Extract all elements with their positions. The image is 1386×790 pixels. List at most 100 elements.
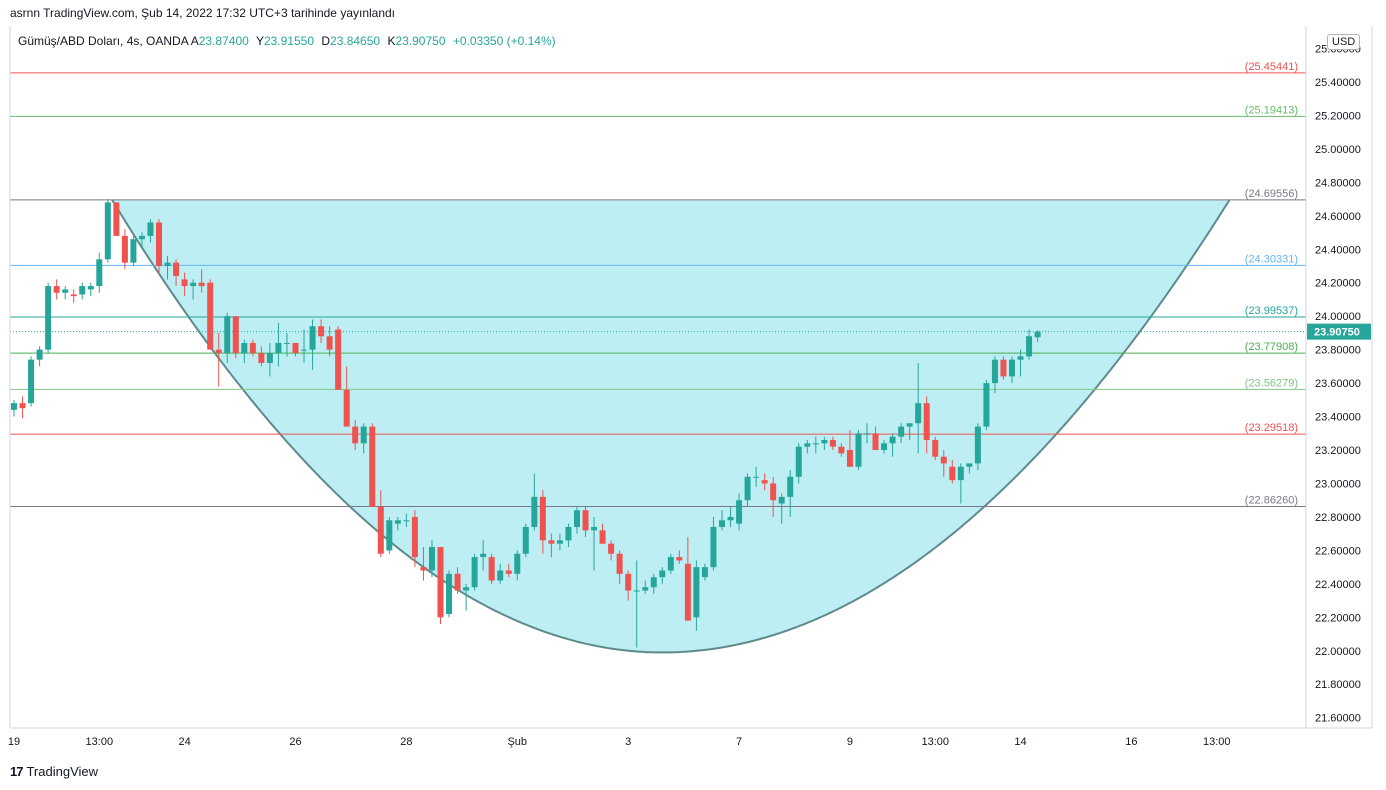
price-tick-label: 22.60000: [1315, 545, 1361, 557]
candle-body: [471, 557, 478, 588]
candle-body: [940, 456, 947, 464]
level-label: (25.19413): [1245, 104, 1298, 116]
candle-body: [411, 516, 418, 558]
candle-body: [608, 543, 615, 554]
low-label: D: [321, 34, 331, 48]
close-value: 23.90750: [395, 34, 446, 48]
candle-body: [829, 439, 836, 447]
axes: 21.60000 21.80000 22.00000 22.20000 22.40000…: [8, 25, 1373, 748]
tradingview-logo-icon: 17: [10, 764, 24, 779]
candle-body: [872, 433, 879, 451]
candle-body: [770, 483, 777, 501]
candle-body: [488, 557, 495, 581]
level-label: (24.69556): [1245, 188, 1298, 200]
candle-body: [991, 359, 998, 384]
candle-body: [53, 286, 60, 293]
candle-body: [548, 540, 555, 544]
tradingview-wordmark[interactable]: TradingView: [26, 764, 99, 779]
candle-body: [1034, 331, 1041, 338]
candle-body: [539, 496, 546, 541]
candle-body: [573, 510, 580, 527]
candle-body: [249, 342, 256, 353]
candle-body: [318, 326, 325, 337]
price-tick-label: 23.60000: [1315, 378, 1361, 390]
candle-body: [266, 352, 273, 364]
candle-body: [181, 279, 188, 287]
candle-body: [1026, 336, 1033, 357]
candle-body: [889, 436, 896, 444]
fib-levels[interactable]: (25.45441) (25.19413) (24.69556) (24.30331)…: [10, 61, 1306, 507]
candle-body: [974, 426, 981, 464]
symbol-legend: Gümüş/ABD Doları, 4s, OANDA A23.87400 Y2…: [18, 34, 560, 48]
candle-body: [446, 573, 453, 614]
price-tick-label: 24.80000: [1315, 177, 1361, 189]
candle-body: [62, 289, 69, 293]
candle-body: [301, 349, 308, 351]
candle-body: [684, 563, 691, 621]
candle-body: [232, 316, 239, 353]
price-tick-label: 24.40000: [1315, 244, 1361, 256]
candle-body: [258, 352, 265, 364]
cup-fill: [112, 199, 1230, 653]
symbol-name[interactable]: Gümüş/ABD Doları, 4s, OANDA: [18, 34, 189, 48]
price-tick-label: 25.20000: [1315, 110, 1361, 122]
price-tick-label: 22.40000: [1315, 579, 1361, 591]
level-label: (23.77908): [1245, 341, 1298, 353]
level-label: (25.45441): [1245, 61, 1298, 73]
candle-body: [437, 547, 444, 618]
candle-body: [215, 349, 222, 353]
candle-body: [710, 526, 717, 568]
candle-body: [514, 553, 521, 574]
low-value: 23.84650: [330, 34, 381, 48]
candle-body: [599, 530, 606, 544]
candle-body: [556, 540, 563, 544]
time-tick-label: 13:00: [921, 736, 949, 748]
candle-body: [497, 570, 504, 581]
footer: 17 TradingView: [10, 764, 98, 779]
candle-body: [121, 235, 128, 263]
candle-body: [45, 286, 52, 350]
candle-body: [198, 282, 205, 287]
candle-body: [335, 329, 342, 390]
candle-body: [778, 496, 785, 504]
price-tick-label: 24.60000: [1315, 211, 1361, 223]
candle-body: [113, 202, 120, 236]
candle-body: [659, 570, 666, 578]
level-label: (24.30331): [1245, 253, 1298, 265]
candle-body: [591, 526, 598, 531]
candle-body: [821, 439, 828, 444]
candle-body: [727, 516, 734, 521]
candle-body: [326, 336, 333, 350]
level-label: (23.99537): [1245, 305, 1298, 317]
candle-body: [87, 286, 94, 290]
currency-badge[interactable]: USD: [1327, 34, 1361, 50]
candle-body: [377, 506, 384, 554]
candle-body: [463, 587, 470, 591]
candle-body: [79, 286, 86, 295]
candle-body: [522, 526, 529, 554]
last-price-value: 23.90750: [1314, 327, 1360, 339]
candle-body: [386, 520, 393, 551]
candle-body: [480, 553, 487, 558]
candle-body: [718, 520, 725, 527]
candle-body: [190, 282, 197, 287]
candle-body: [693, 567, 700, 618]
time-tick-label: 28: [400, 736, 412, 748]
level-label: (22.86260): [1245, 494, 1298, 506]
last-price-tag: [1307, 323, 1371, 340]
level-label: (23.56279): [1245, 377, 1298, 389]
candle-body: [224, 316, 231, 353]
candle-body: [70, 294, 77, 297]
candle-body: [207, 282, 214, 350]
candle-body: [352, 426, 359, 444]
candle-body: [667, 557, 674, 571]
candle-body: [795, 446, 802, 477]
time-tick-label: 24: [178, 736, 190, 748]
time-tick-label: 26: [289, 736, 301, 748]
cup-pattern-drawing[interactable]: [111, 199, 1231, 654]
candle-body: [616, 553, 623, 574]
candle-body: [923, 403, 930, 440]
price-tick-label: 22.20000: [1315, 612, 1361, 624]
candle-body: [744, 476, 751, 501]
